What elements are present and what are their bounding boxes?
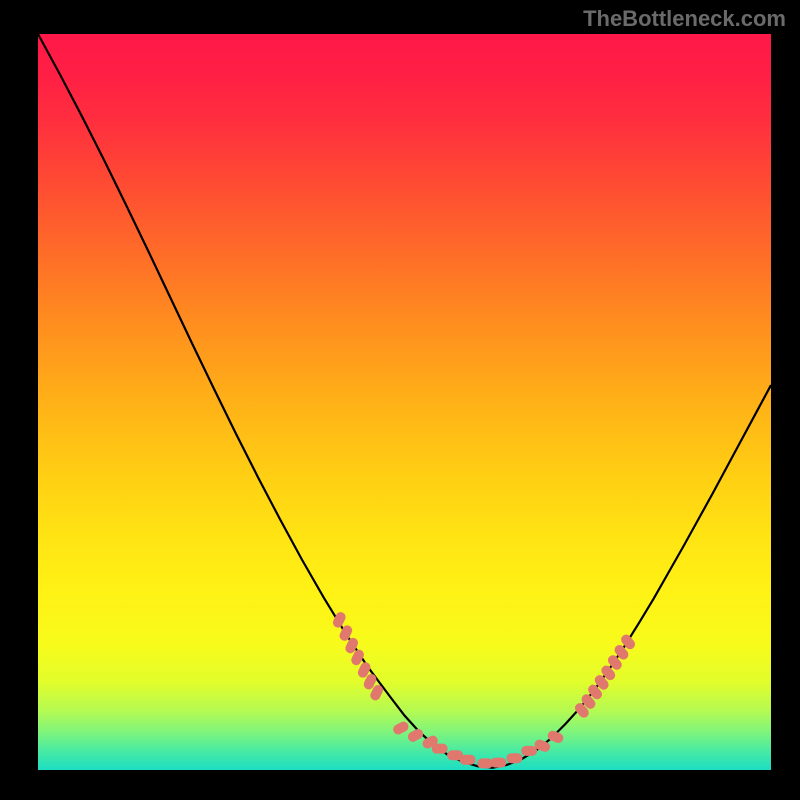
curve-marker <box>506 753 522 763</box>
chart-container: TheBottleneck.com <box>0 0 800 800</box>
curve-marker <box>521 746 537 756</box>
gradient-background <box>38 34 771 770</box>
chart-svg <box>38 34 771 770</box>
watermark-text: TheBottleneck.com <box>583 6 786 32</box>
curve-marker <box>460 755 476 765</box>
curve-marker <box>490 758 506 768</box>
curve-marker <box>432 744 448 754</box>
plot-area <box>38 34 771 770</box>
